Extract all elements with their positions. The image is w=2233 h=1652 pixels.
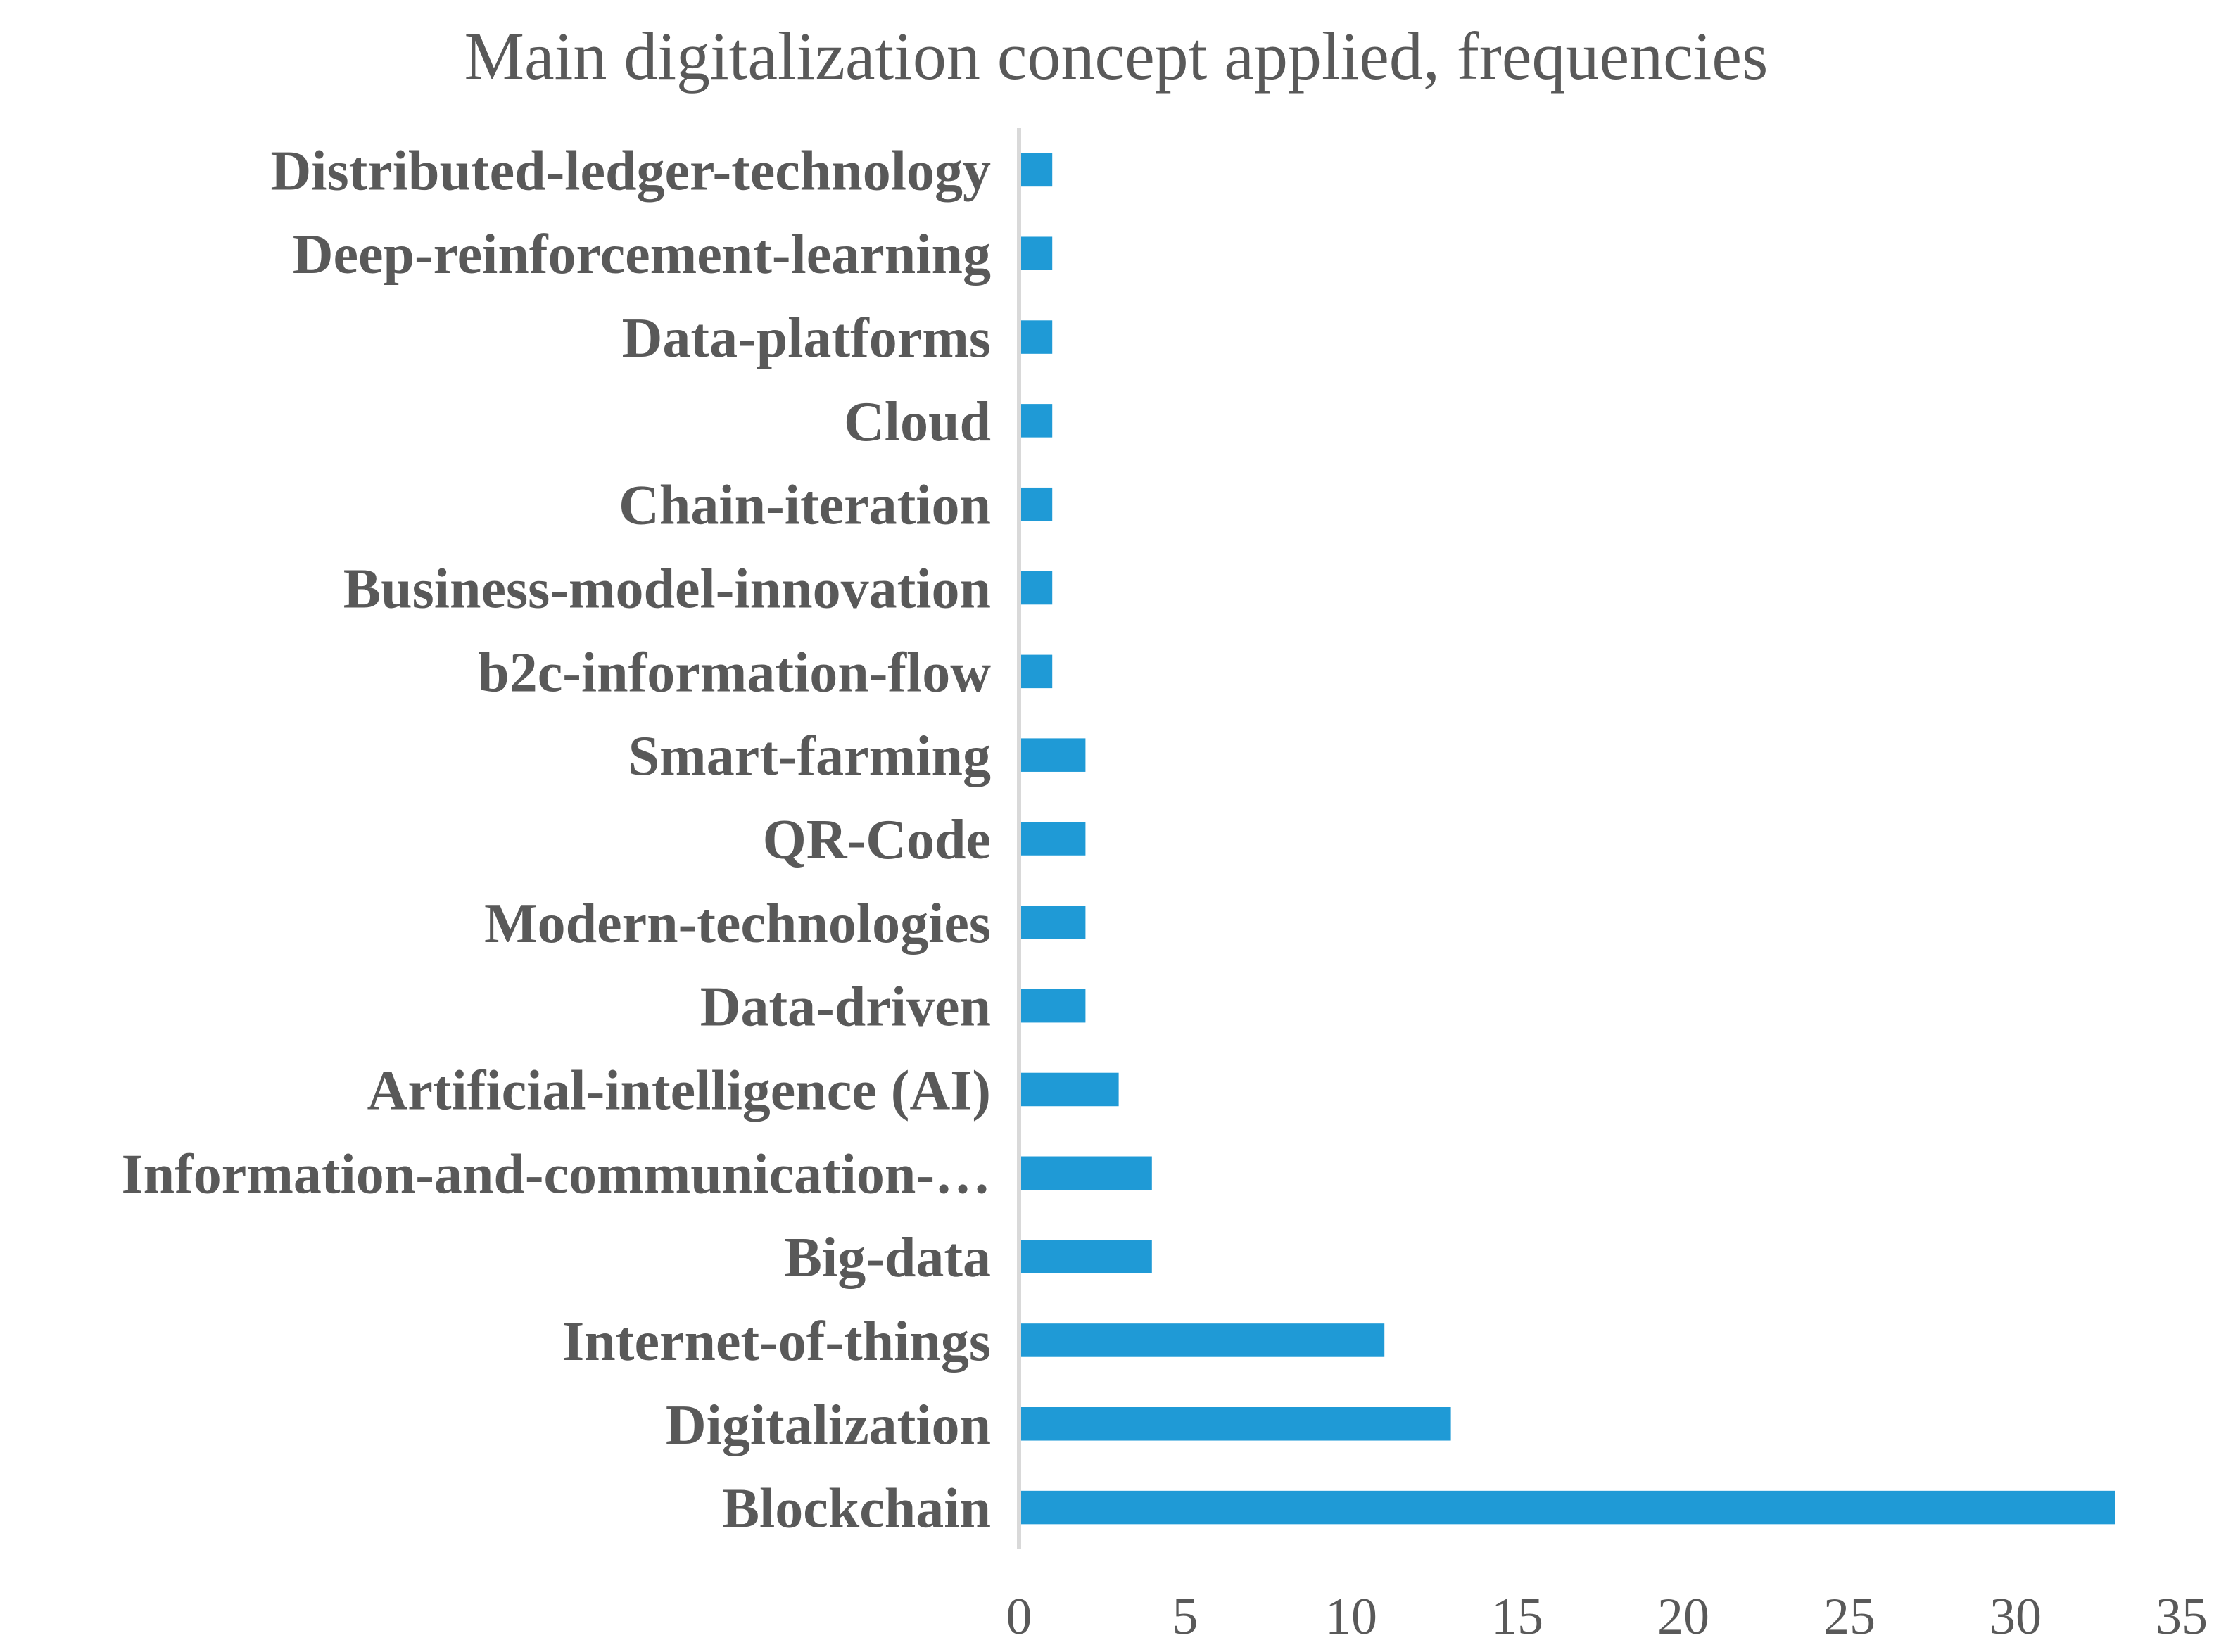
category-label-1: Digitalization [666, 1394, 991, 1456]
x-tick-label-2: 10 [1325, 1588, 1377, 1646]
bar-9 [1019, 738, 1086, 772]
category-label-11: Business-model-innovation [343, 559, 991, 621]
category-label-4: Information-and-communication-… [121, 1143, 991, 1205]
category-label-5: Artificial-intelligence (AI) [367, 1060, 991, 1122]
x-tick-label-7: 35 [2156, 1588, 2208, 1646]
bar-6 [1019, 989, 1086, 1023]
category-label-12: Chain-iteration [619, 475, 991, 537]
x-tick-label-5: 25 [1823, 1588, 1875, 1646]
category-label-3: Big-data [785, 1227, 991, 1289]
bar-5 [1019, 1072, 1119, 1107]
category-label-15: Deep-reinforcement-learning [293, 224, 991, 286]
x-tick-label-0: 0 [1006, 1588, 1032, 1646]
bar-7 [1019, 906, 1086, 939]
bar-4 [1019, 1156, 1152, 1190]
bar-14 [1019, 320, 1053, 354]
x-tick-labels-group: 0 5 10 15 20 25 30 35 [1006, 1588, 2208, 1646]
x-tick-label-1: 5 [1172, 1588, 1198, 1646]
bar-16 [1019, 153, 1053, 187]
category-label-16: Distributed-ledger-technology [270, 140, 991, 202]
category-label-10: b2c-information-flow [478, 642, 991, 704]
bar-15 [1019, 236, 1053, 270]
category-label-9: Smart-farming [628, 725, 991, 787]
x-tick-label-6: 30 [1990, 1588, 2042, 1646]
bar-8 [1019, 822, 1086, 856]
category-label-13: Cloud [844, 391, 991, 453]
category-label-2: Internet-of-things [562, 1311, 991, 1373]
category-label-6: Data-driven [700, 977, 991, 1038]
bar-12 [1019, 487, 1053, 521]
bar-0 [1019, 1490, 2115, 1525]
bar-11 [1019, 571, 1053, 605]
category-label-8: QR-Code [763, 809, 991, 871]
bar-1 [1019, 1407, 1451, 1441]
x-tick-label-3: 15 [1491, 1588, 1543, 1646]
category-label-7: Modern-technologies [484, 893, 991, 955]
bar-13 [1019, 404, 1053, 438]
bar-2 [1019, 1323, 1385, 1357]
bars-group [1019, 153, 2115, 1525]
x-tick-label-4: 20 [1657, 1588, 1709, 1646]
category-labels-group: Blockchain Digitalization Internet-of-thin… [121, 140, 991, 1539]
bar-10 [1019, 654, 1053, 689]
category-label-14: Data-platforms [622, 307, 991, 369]
category-label-0: Blockchain [722, 1478, 991, 1540]
bar-3 [1019, 1240, 1152, 1273]
chart-title: Main digitalization concept applied, fre… [464, 18, 1769, 94]
